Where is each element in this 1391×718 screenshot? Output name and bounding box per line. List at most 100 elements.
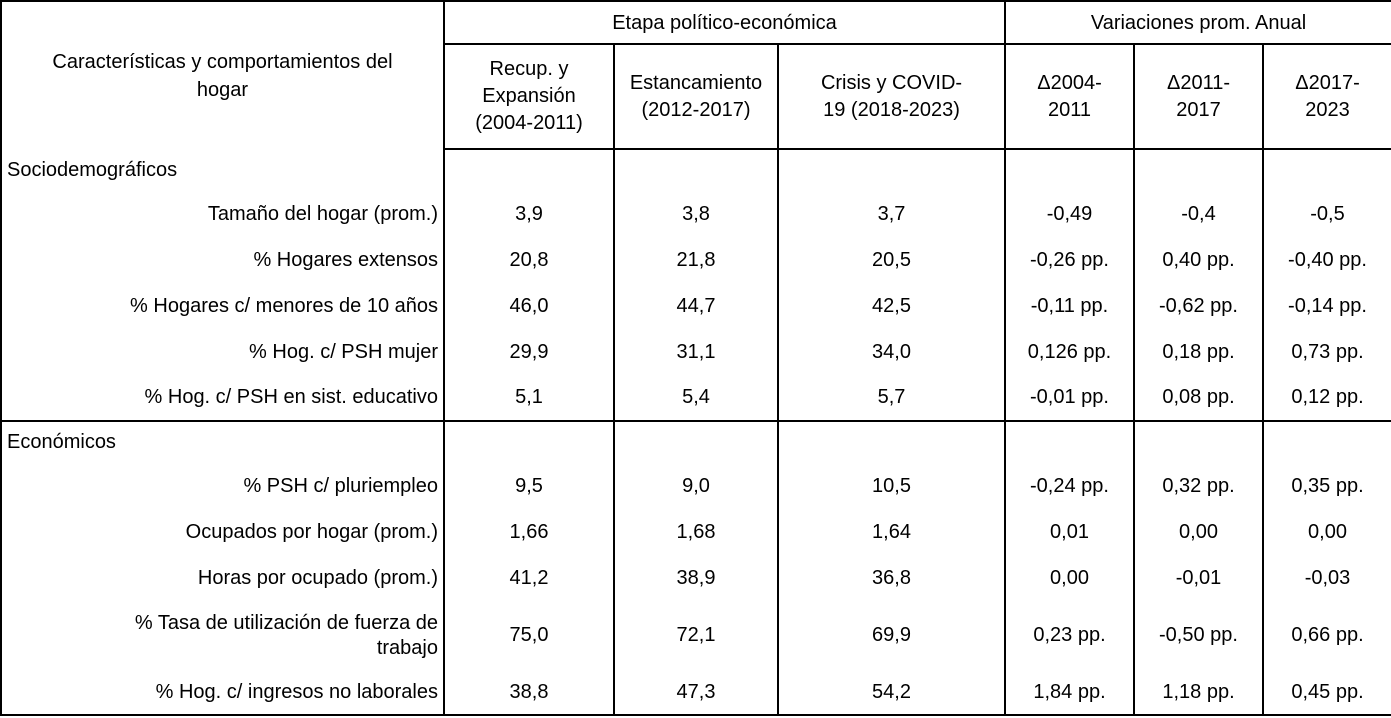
value-cell: 41,2 <box>443 555 615 601</box>
value-cell: 42,5 <box>777 283 1006 329</box>
row-label: Horas por ocupado (prom.) <box>0 555 445 601</box>
row-label: Tamaño del hogar (prom.) <box>0 191 445 237</box>
table-row: % Hog. c/ PSH mujer 29,9 31,1 34,0 0,126… <box>0 329 1391 375</box>
value-cell: 29,9 <box>443 329 615 375</box>
row-label: % Hog. c/ PSH mujer <box>0 329 445 375</box>
value-cell: -0,01 <box>1133 555 1264 601</box>
column-header-row: Recup. y Expansión (2004-2011) Estancami… <box>1 44 1391 150</box>
value-cell: -0,01 pp. <box>1004 375 1135 421</box>
value-cell: 5,7 <box>777 375 1006 421</box>
value-cell: 10,5 <box>777 463 1006 509</box>
empty-cell <box>1261 420 1391 463</box>
value-cell: 47,3 <box>613 670 779 715</box>
empty-cell <box>777 149 1006 191</box>
row-label: % Hog. c/ ingresos no laborales <box>0 670 445 715</box>
table-row: % Tasa de utilización de fuerza de traba… <box>0 601 1391 670</box>
value-cell: 38,9 <box>613 555 779 601</box>
section-row-sociodemograficos: Sociodemográficos <box>0 149 1391 191</box>
value-cell: 0,45 pp. <box>1261 670 1391 715</box>
value-cell: 0,01 <box>1004 509 1135 555</box>
empty-cell <box>443 420 615 463</box>
empty-cell <box>777 420 1006 463</box>
value-cell: 0,00 <box>1133 509 1264 555</box>
empty-cell <box>1261 149 1391 191</box>
value-cell: 3,7 <box>777 191 1006 237</box>
value-cell: -0,40 pp. <box>1261 237 1391 283</box>
value-cell: 9,0 <box>613 463 779 509</box>
table-row: Ocupados por hogar (prom.) 1,66 1,68 1,6… <box>0 509 1391 555</box>
value-cell: 46,0 <box>443 283 615 329</box>
value-cell: 1,84 pp. <box>1004 670 1135 715</box>
value-cell: -0,49 <box>1004 191 1135 237</box>
col-header-delta-2011-2017: Δ2011- 2017 <box>1133 44 1264 150</box>
value-cell: 0,32 pp. <box>1133 463 1264 509</box>
value-cell: 54,2 <box>777 670 1006 715</box>
value-cell: -0,4 <box>1133 191 1264 237</box>
empty-cell <box>613 149 779 191</box>
value-cell: 20,8 <box>443 237 615 283</box>
value-cell: -0,14 pp. <box>1261 283 1391 329</box>
empty-cell <box>1133 420 1264 463</box>
section-label-sociodemograficos: Sociodemográficos <box>0 149 445 191</box>
value-cell: 1,18 pp. <box>1133 670 1264 715</box>
value-cell: 0,00 <box>1004 555 1135 601</box>
row-label: % Hog. c/ PSH en sist. educativo <box>0 375 445 421</box>
value-cell: 0,00 <box>1261 509 1391 555</box>
group-header-etapa: Etapa político-económica <box>443 1 1006 45</box>
value-cell: 0,40 pp. <box>1133 237 1264 283</box>
value-cell: 0,126 pp. <box>1004 329 1135 375</box>
col-header-delta-2017-2023: Δ2017- 2023 <box>1261 44 1391 150</box>
group-header-variaciones: Variaciones prom. Anual <box>1003 1 1391 45</box>
value-cell: 75,0 <box>443 601 615 670</box>
value-cell: 0,35 pp. <box>1261 463 1391 509</box>
section-label-economicos: Económicos <box>0 420 445 463</box>
table-row: Tamaño del hogar (prom.) 3,9 3,8 3,7 -0,… <box>0 191 1391 237</box>
value-cell: 5,4 <box>613 375 779 421</box>
empty-cell <box>1133 149 1264 191</box>
value-cell: 69,9 <box>777 601 1006 670</box>
col-header-delta-2004-2011: Δ2004- 2011 <box>1004 44 1135 150</box>
row-label: % Tasa de utilización de fuerza de traba… <box>0 601 445 670</box>
value-cell: -0,26 pp. <box>1004 237 1135 283</box>
value-cell: 9,5 <box>443 463 615 509</box>
value-cell: 0,12 pp. <box>1261 375 1391 421</box>
value-cell: 1,66 <box>443 509 615 555</box>
value-cell: 5,1 <box>443 375 615 421</box>
col-header-recup-expansion: Recup. y Expansión (2004-2011) <box>443 44 615 150</box>
value-cell: 0,66 pp. <box>1261 601 1391 670</box>
value-cell: 1,68 <box>613 509 779 555</box>
table-row: Horas por ocupado (prom.) 41,2 38,9 36,8… <box>0 555 1391 601</box>
row-label: % Hogares c/ menores de 10 años <box>0 283 445 329</box>
value-cell: 21,8 <box>613 237 779 283</box>
value-cell: -0,11 pp. <box>1004 283 1135 329</box>
row-label: % PSH c/ pluriempleo <box>0 463 445 509</box>
value-cell: 3,9 <box>443 191 615 237</box>
col-header-crisis-covid: Crisis y COVID- 19 (2018-2023) <box>777 44 1006 150</box>
value-cell: 3,8 <box>613 191 779 237</box>
empty-cell <box>1004 149 1135 191</box>
value-cell: 31,1 <box>613 329 779 375</box>
value-cell: 0,18 pp. <box>1133 329 1264 375</box>
corner-header: Características y comportamientos del ho… <box>0 1 445 149</box>
table-row: % Hog. c/ PSH en sist. educativo 5,1 5,4… <box>0 375 1391 421</box>
empty-cell <box>1004 420 1135 463</box>
table-row: % Hogares extensos 20,8 21,8 20,5 -0,26 … <box>0 237 1391 283</box>
empty-cell <box>443 149 615 191</box>
section-row-economicos: Económicos <box>0 420 1391 463</box>
group-header-row: Características y comportamientos del ho… <box>0 1 1391 149</box>
value-cell: -0,50 pp. <box>1133 601 1264 670</box>
value-cell: -0,03 <box>1261 555 1391 601</box>
row-label: Ocupados por hogar (prom.) <box>0 509 445 555</box>
row-label: % Hogares extensos <box>0 237 445 283</box>
value-cell: 38,8 <box>443 670 615 715</box>
value-cell: -0,24 pp. <box>1004 463 1135 509</box>
value-cell: 1,64 <box>777 509 1006 555</box>
table-row: % Hog. c/ ingresos no laborales 38,8 47,… <box>0 670 1391 715</box>
value-cell: 72,1 <box>613 601 779 670</box>
table-row: % PSH c/ pluriempleo 9,5 9,0 10,5 -0,24 … <box>0 463 1391 509</box>
value-cell: 44,7 <box>613 283 779 329</box>
value-cell: 0,73 pp. <box>1261 329 1391 375</box>
empty-cell <box>613 420 779 463</box>
